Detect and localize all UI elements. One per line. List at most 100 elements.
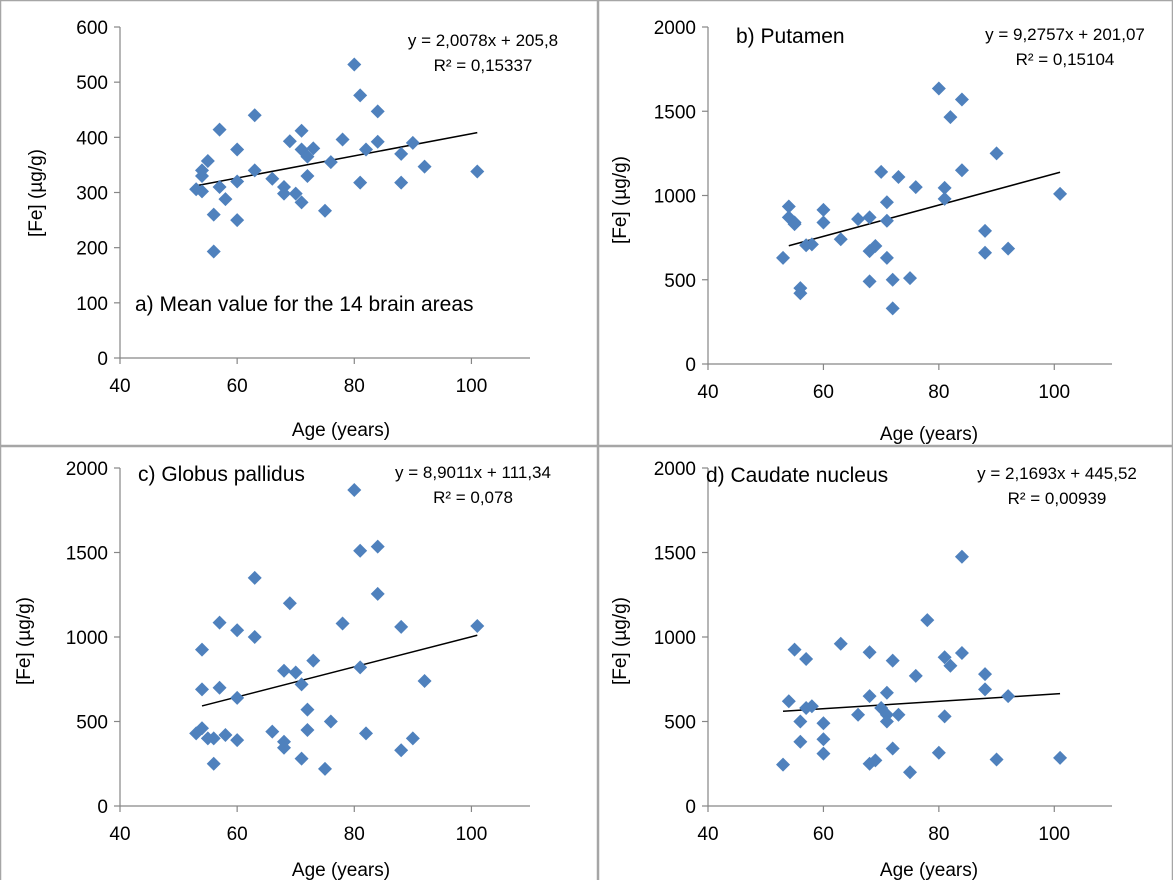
data-point bbox=[793, 714, 808, 729]
data-point bbox=[300, 702, 315, 717]
data-point bbox=[318, 203, 332, 218]
y-tick-label: 100 bbox=[76, 294, 108, 315]
data-point bbox=[891, 707, 906, 722]
data-point bbox=[370, 586, 385, 601]
data-point bbox=[230, 623, 245, 638]
data-point bbox=[891, 169, 906, 184]
data-point bbox=[277, 186, 291, 201]
x-tick-label: 40 bbox=[697, 382, 718, 403]
data-point bbox=[218, 728, 233, 743]
data-point bbox=[908, 180, 923, 195]
data-point bbox=[978, 245, 993, 260]
data-point bbox=[353, 88, 368, 103]
data-point bbox=[816, 215, 831, 230]
chart-d: 0 500 1000 1500 2000 40 60 80 100 d) Caudate nuc… bbox=[597, 445, 1173, 885]
data-point bbox=[851, 707, 866, 722]
data-point bbox=[862, 274, 877, 289]
data-point bbox=[1001, 689, 1016, 704]
data-point bbox=[868, 239, 883, 254]
y-axis-label: [Fe] (µg/g) bbox=[610, 156, 631, 244]
x-tick-label: 80 bbox=[928, 382, 949, 403]
data-point bbox=[874, 164, 889, 179]
data-point bbox=[277, 663, 291, 678]
trendline bbox=[196, 131, 478, 187]
x-tick-label: 100 bbox=[456, 376, 488, 397]
data-point bbox=[943, 110, 958, 125]
x-tick-label: 40 bbox=[109, 376, 130, 397]
r-squared-label: R² = 0,15337 bbox=[434, 56, 533, 75]
data-point bbox=[417, 159, 432, 174]
data-point bbox=[954, 646, 969, 661]
data-point bbox=[978, 667, 993, 682]
equation-label: y = 9,2757x + 201,07 bbox=[985, 25, 1145, 44]
data-point bbox=[189, 726, 204, 741]
data-point bbox=[868, 753, 883, 768]
y-tick-label: 300 bbox=[76, 184, 108, 205]
data-point bbox=[787, 217, 802, 232]
data-point bbox=[1053, 186, 1068, 201]
data-point bbox=[218, 192, 233, 207]
equation-label: y = 8,9011x + 111,34 bbox=[395, 463, 551, 482]
y-tick-label: 1000 bbox=[654, 187, 696, 208]
data-point bbox=[359, 142, 373, 157]
y-tick-label: 1000 bbox=[66, 628, 108, 649]
data-point bbox=[816, 202, 831, 217]
data-point bbox=[879, 213, 894, 228]
data-point bbox=[776, 757, 791, 772]
data-point bbox=[247, 163, 262, 178]
data-point bbox=[206, 731, 221, 746]
x-axis-label: Age (years) bbox=[880, 424, 978, 445]
data-point bbox=[903, 765, 917, 780]
data-point bbox=[394, 146, 409, 161]
x-tick-label: 80 bbox=[344, 824, 365, 845]
data-point bbox=[300, 168, 315, 183]
data-point bbox=[300, 722, 315, 737]
x-tick-label: 60 bbox=[813, 382, 834, 403]
data-point bbox=[954, 549, 969, 564]
data-point bbox=[879, 685, 894, 700]
data-point bbox=[885, 653, 900, 668]
data-point bbox=[903, 271, 917, 286]
r-squared-label: R² = 0,078 bbox=[433, 488, 513, 507]
data-point bbox=[470, 619, 485, 634]
data-point bbox=[277, 740, 291, 755]
data-point bbox=[247, 570, 262, 585]
chart-panel-b: 0 500 1000 1500 2000 40 60 80 100 b) Putamen y =… bbox=[597, 0, 1173, 447]
data-point bbox=[937, 191, 952, 206]
data-point bbox=[370, 539, 385, 554]
data-point bbox=[954, 163, 969, 178]
data-point bbox=[282, 134, 297, 149]
data-point bbox=[347, 57, 362, 72]
data-point bbox=[370, 134, 385, 149]
x-axis-label: Age (years) bbox=[292, 420, 390, 441]
data-point bbox=[206, 207, 221, 222]
data-point bbox=[394, 619, 409, 634]
data-point bbox=[230, 213, 245, 228]
data-point bbox=[833, 232, 848, 247]
data-point bbox=[417, 673, 432, 688]
data-point bbox=[862, 210, 877, 225]
data-point bbox=[851, 212, 866, 227]
chart-c: 0 500 1000 1500 2000 40 60 80 100 c) Globus pall… bbox=[0, 445, 599, 885]
data-point bbox=[206, 756, 221, 771]
data-point bbox=[470, 164, 485, 179]
data-point bbox=[908, 668, 923, 683]
data-point bbox=[353, 543, 368, 558]
data-point bbox=[195, 721, 209, 736]
data-point bbox=[1053, 750, 1068, 765]
data-point bbox=[230, 142, 245, 157]
data-point bbox=[195, 642, 209, 657]
data-point bbox=[212, 122, 227, 137]
y-tick-label: 500 bbox=[76, 713, 108, 734]
equation-label: y = 2,0078x + 205,8 bbox=[408, 31, 558, 50]
data-point bbox=[335, 616, 350, 631]
x-tick-label: 100 bbox=[1038, 824, 1070, 845]
x-tick-label: 80 bbox=[344, 376, 365, 397]
data-point bbox=[359, 726, 373, 741]
data-point bbox=[230, 690, 245, 705]
y-tick-label: 500 bbox=[664, 271, 696, 292]
y-tick-label: 500 bbox=[664, 713, 696, 734]
data-point bbox=[776, 250, 791, 265]
data-point bbox=[816, 732, 831, 747]
data-point bbox=[318, 761, 332, 776]
